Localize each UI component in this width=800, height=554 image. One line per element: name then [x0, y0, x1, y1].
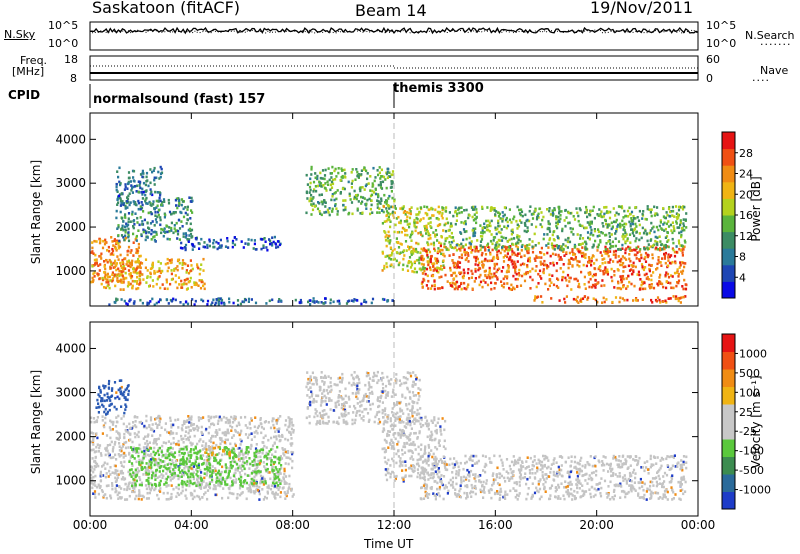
xtick-label-3: 08:00 — [275, 518, 310, 532]
colorbar-cell-2-1 — [722, 491, 735, 510]
echo-region-2-7 — [95, 379, 130, 416]
xtick-label-5: 16:00 — [478, 518, 513, 532]
colorbar-cell-2-8 — [722, 369, 735, 387]
xtick-label-6: 20:00 — [579, 518, 614, 532]
cpid-mode-2: themis 3300 — [393, 81, 484, 96]
colorbar-cell-2-3 — [722, 456, 735, 475]
echo-region-2-5 — [381, 415, 447, 483]
colorbar-tick-label-2-6: -100 — [739, 445, 764, 458]
colorbar-cell-1-8 — [722, 165, 735, 183]
noise-tick-bottom: 10^0 — [48, 37, 79, 50]
colorbar-cell-2-6 — [722, 404, 735, 422]
colorbar-cell-2-4 — [722, 439, 735, 457]
nave-tick-top: 60 — [706, 53, 720, 66]
colorbar-cell-2-10 — [722, 334, 735, 352]
xtick-label-7: 00:00 — [681, 518, 716, 532]
noise-right-tick-bottom: 10^0 — [706, 37, 737, 50]
nave-label: Nave — [760, 64, 789, 77]
colorbar-tick-label-1-7: 28 — [739, 147, 753, 160]
ytick-label-2-4: 4000 — [55, 341, 86, 355]
colorbar-cell-2-5 — [722, 421, 735, 440]
freq-label-2: [MHz] — [12, 65, 45, 78]
nave-tick-bottom: 0 — [706, 72, 713, 85]
ytick-label-1-4: 4000 — [55, 132, 86, 146]
echo-region-1-10 — [108, 297, 394, 307]
date-title: 19/Nov/2011 — [590, 0, 694, 17]
colorbar-tick-label-1-2: 8 — [739, 251, 746, 264]
cpid-label: CPID — [8, 88, 41, 102]
echo-region-1-7 — [381, 205, 447, 274]
colorbar-frame-2 — [721, 333, 736, 510]
colorbar-tick-label-1-1: 4 — [739, 271, 746, 284]
colorbar-tick-label-1-3: 12 — [739, 230, 753, 243]
colorbar-cell-2-2 — [722, 474, 735, 492]
colorbar-tick-label-2-5: -25 — [739, 425, 757, 438]
ytick-label-1-1: 1000 — [55, 264, 86, 278]
station-title: Saskatoon (fitACF) — [92, 0, 241, 17]
colorbar-tick-label-2-8: -1000 — [739, 484, 771, 497]
echo-region-1-4 — [115, 165, 164, 208]
colorbar-cell-1-9 — [722, 148, 735, 166]
colorbar-tick-label-2-1: 1000 — [739, 347, 767, 360]
xtick-label-1: 00:00 — [73, 518, 108, 532]
colorbar-cell-1-4 — [722, 231, 735, 249]
noise-sky-series — [89, 26, 699, 35]
echo-region-1-9 — [444, 205, 688, 252]
colorbar-cell-1-10 — [722, 132, 735, 150]
echo-region-2-1 — [90, 414, 295, 501]
colorbar-cell-2-7 — [722, 386, 735, 405]
colorbar-tick-label-1-5: 20 — [739, 188, 753, 201]
echo-region-1-2 — [103, 257, 206, 291]
xtick-label-2: 04:00 — [174, 518, 209, 532]
echo-region-1-6 — [305, 165, 396, 217]
freq-tick-bottom: 8 — [70, 72, 77, 85]
colorbar-cell-2-9 — [722, 351, 735, 370]
time-xlabel: Time UT — [364, 537, 414, 551]
colorbar-cell-1-5 — [722, 215, 735, 233]
ytick-label-2-2: 2000 — [55, 430, 86, 444]
noise-panel-frame — [89, 21, 699, 51]
colorbar-tick-label-2-7: -500 — [739, 464, 764, 477]
echo-region-2-3 — [204, 445, 231, 457]
ytick-label-2-1: 1000 — [55, 474, 86, 488]
echo-region-1-3 — [115, 196, 194, 243]
colorbar-cell-1-1 — [722, 281, 735, 299]
xtick-label-4: 12:00 — [377, 518, 412, 532]
noise-right-tick-top: 10^5 — [706, 19, 737, 32]
noise-tick-top: 10^5 — [48, 19, 79, 32]
freq-tick-top: 18 — [64, 53, 78, 66]
nsearch-legend-dots: ······· — [760, 38, 792, 51]
beam-title: Beam 14 — [355, 1, 427, 20]
echo-region-2-2 — [128, 445, 283, 488]
ytick-label-1-2: 2000 — [55, 220, 86, 234]
colorbar-tick-label-2-2: 500 — [739, 367, 760, 380]
freq-label-1: Freq. — [20, 54, 48, 67]
cpid-mode-1: normalsound (fast) 157 — [93, 92, 266, 107]
nsky-label: N.Sky — [4, 28, 36, 41]
colorbar-cell-1-2 — [722, 264, 735, 282]
nsearch-label: N.Search — [745, 29, 795, 42]
ytick-label-1-3: 3000 — [55, 176, 86, 190]
colorbar-tick-label-1-6: 24 — [739, 168, 753, 181]
colorbar-cell-1-3 — [722, 248, 735, 266]
colorbar-cell-1-6 — [722, 198, 735, 216]
echo-region-1-11 — [533, 295, 687, 304]
echo-region-1-5 — [179, 235, 282, 252]
colorbar-tick-label-1-4: 16 — [739, 209, 753, 222]
colorbar-cell-1-7 — [722, 181, 735, 199]
colorbar-tick-label-2-4: 25 — [739, 406, 753, 419]
echo-region-2-6 — [419, 454, 688, 501]
ytick-label-2-3: 3000 — [55, 386, 86, 400]
nave-legend-dots: ···· — [752, 74, 770, 87]
colorbar-tick-label-2-3: 100 — [739, 386, 760, 399]
